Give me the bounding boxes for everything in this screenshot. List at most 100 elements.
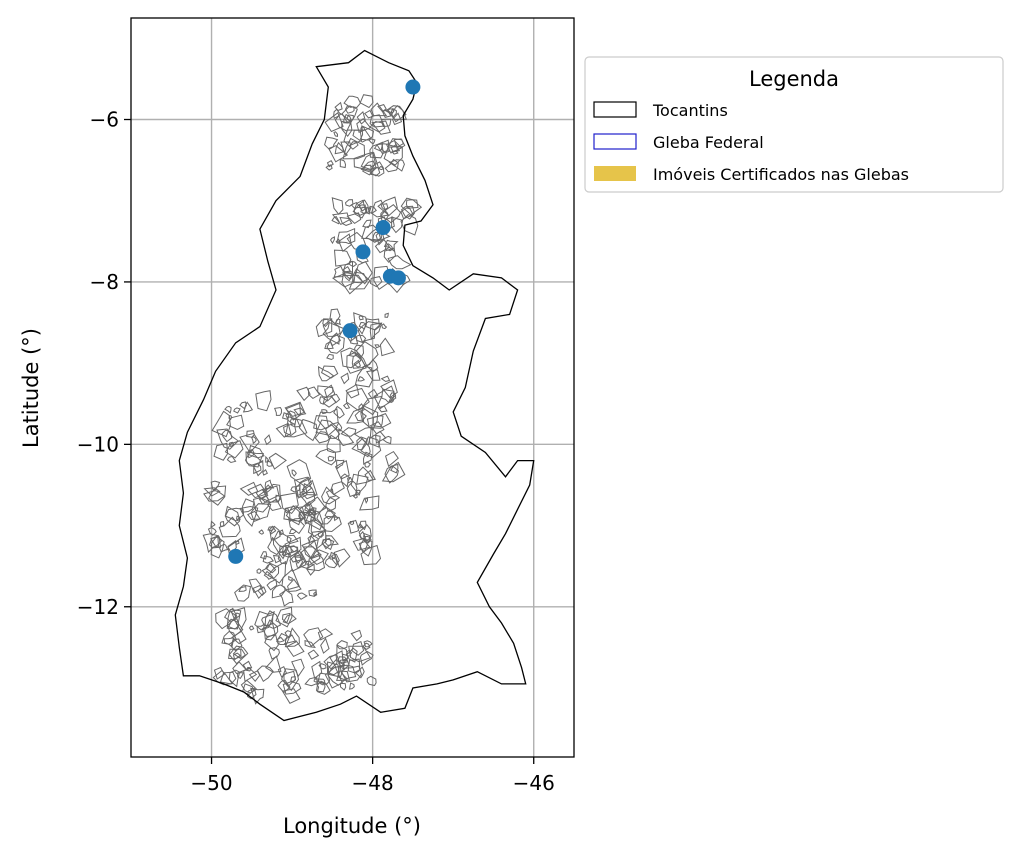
- legend-label-gleba-federal: Gleba Federal: [653, 133, 764, 152]
- gleba-polygon-208: [315, 419, 338, 436]
- gleba-polygon-35: [362, 164, 372, 176]
- gleba-polygon-63: [331, 215, 340, 225]
- gleba-polygon-315: [272, 530, 292, 560]
- y-tick-label-3: −12: [77, 595, 119, 619]
- gleba-polygon-131: [356, 334, 367, 344]
- gleba-polygon-251: [268, 452, 287, 470]
- gleba-polygon-366: [346, 480, 358, 498]
- legend-label-imoveis-certificados: Imóveis Certificados nas Glebas: [653, 165, 909, 184]
- gleba-polygon-411: [261, 613, 274, 627]
- gleba-polygon-266: [279, 492, 299, 515]
- gleba-polygon-334: [289, 550, 307, 572]
- legend: Legenda Tocantins Gleba Federal Imóveis …: [584, 56, 1004, 193]
- gleba-polygon-87: [331, 271, 355, 288]
- gleba-polygon-489: [347, 658, 361, 674]
- gleba-polygon-377: [324, 510, 336, 520]
- gleba-polygon-429: [268, 647, 280, 660]
- gleba-polygon-269: [296, 592, 308, 600]
- gleba-polygon-485: [345, 647, 358, 663]
- gleba-polygon-141: [357, 376, 366, 382]
- gleba-polygon-436: [240, 679, 258, 694]
- gleba-polygon-79: [353, 271, 368, 284]
- gleba-polygon-444: [215, 608, 237, 630]
- gleba-polygon-37: [370, 102, 388, 117]
- gleba-polygon-203: [336, 459, 345, 470]
- gleba-polygon-23: [377, 165, 385, 171]
- gleba-polygon-387: [358, 530, 367, 540]
- x-tick-label-0: −50: [190, 771, 232, 795]
- gleba-polygon-83: [336, 227, 356, 245]
- gleba-polygon-389: [363, 533, 371, 541]
- gleba-polygon-328: [269, 525, 281, 541]
- gleba-polygon-451: [219, 671, 237, 685]
- gleba-polygon-165: [327, 455, 335, 462]
- gleba-polygon-398: [304, 503, 311, 513]
- gleba-polygon-207: [330, 393, 341, 404]
- gleba-polygon-88: [400, 213, 419, 236]
- gleba-polygon-427: [221, 630, 237, 645]
- gleba-polygon-372: [305, 509, 324, 531]
- gleba-polygon-200: [321, 409, 328, 415]
- gleba-polygon-163: [334, 460, 350, 480]
- legend-box: [584, 56, 1004, 193]
- gleba-polygon-69: [341, 274, 364, 295]
- gleba-polygon-223: [266, 460, 273, 467]
- gleba-polygon-316: [238, 586, 247, 592]
- gleba-polygon-260: [316, 505, 336, 525]
- gleba-polygon-5: [352, 129, 372, 143]
- gleba-polygon-322: [257, 483, 281, 503]
- x-axis-label: Longitude (°): [283, 814, 421, 838]
- gleba-polygon-455: [281, 612, 291, 624]
- gleba-polygon-148: [369, 322, 383, 341]
- gleba-polygon-467: [341, 665, 363, 683]
- gleba-polygon-488: [336, 640, 348, 650]
- gleba-polygon-425: [228, 669, 241, 688]
- gleba-polygon-493: [323, 654, 338, 670]
- gleba-polygon-144: [322, 321, 345, 345]
- gleba-polygon-446: [282, 681, 302, 695]
- gleba-polygon-355: [358, 540, 373, 557]
- gleba-polygon-239: [213, 442, 229, 461]
- legend-swatch-imoveis-certificados: [594, 166, 636, 181]
- gleba-polygon-100: [349, 260, 358, 267]
- gleba-polygon-423: [264, 610, 282, 629]
- gleba-polygon-16: [339, 158, 347, 169]
- gleba-polygon-59: [326, 160, 334, 168]
- gleba-polygon-209: [342, 402, 351, 410]
- gleba-polygon-380: [307, 515, 327, 540]
- gleba-polygon-336: [252, 584, 265, 600]
- gleba-polygon-275: [272, 554, 282, 564]
- gleba-polygon-419: [275, 606, 293, 628]
- gleba-polygon-74: [362, 219, 372, 229]
- gleba-polygon-376: [333, 548, 351, 568]
- gleba-polygon-416: [265, 655, 282, 673]
- gleba-polygon-356: [330, 481, 345, 496]
- gleba-polygon-46: [371, 120, 391, 135]
- gleba-polygon-36: [324, 112, 344, 133]
- gleba-polygon-172: [315, 448, 337, 466]
- legend-swatch-tocantins: [593, 101, 637, 118]
- legend-label-tocantins: Tocantins: [652, 101, 728, 120]
- gleba-polygon-218: [368, 434, 381, 448]
- point-marker-1: [375, 220, 391, 236]
- gleba-polygon-184: [313, 415, 330, 431]
- gleba-polygon-103: [355, 261, 373, 285]
- gleba-polygon-78: [333, 265, 346, 278]
- gleba-polygon-337: [256, 568, 262, 574]
- gleba-polygon-80: [331, 197, 344, 215]
- gleba-polygon-298: [252, 497, 270, 513]
- gleba-polygon-338: [281, 568, 300, 591]
- gleba-polygon-33: [363, 109, 374, 119]
- gleba-polygon-454: [263, 619, 279, 641]
- gleba-polygon-105: [342, 265, 351, 273]
- gleba-polygon-345: [263, 570, 274, 580]
- gleba-polygon-248: [239, 401, 247, 410]
- gleba-polygon-257: [285, 402, 302, 421]
- gleba-polygon-34: [343, 95, 362, 109]
- gleba-polygon-400: [282, 613, 297, 625]
- gleba-polygon-484: [317, 678, 326, 686]
- gleba-polygon-490: [339, 682, 347, 691]
- gleba-polygon-420: [291, 658, 305, 678]
- gleba-polygon-390: [288, 506, 307, 522]
